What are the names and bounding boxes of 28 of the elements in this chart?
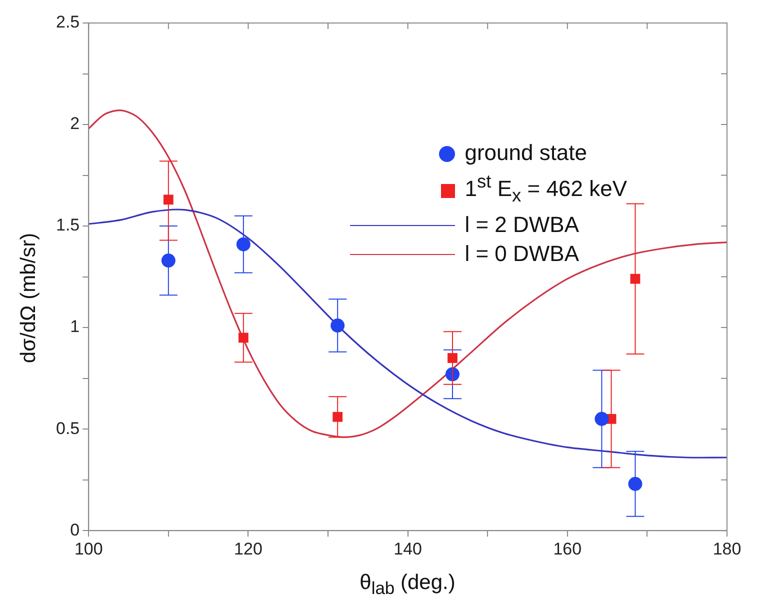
legend-label: ground state xyxy=(464,140,588,165)
point xyxy=(163,194,174,205)
line-series xyxy=(88,110,727,438)
point xyxy=(628,476,642,491)
y-tick-label: 0.5 xyxy=(56,418,80,438)
x-tick-label: 140 xyxy=(394,539,422,558)
legend-label: l = 0 DWBA xyxy=(464,240,580,266)
point xyxy=(332,412,343,422)
legend-label: 1$^{st}$ E$_{x}$ = 462 keV xyxy=(464,171,627,206)
y-tick-label: 2 xyxy=(70,114,80,134)
y-tick-label: 0 xyxy=(70,520,80,540)
point xyxy=(161,254,176,268)
point xyxy=(448,353,458,363)
x-tick-label: 100 xyxy=(74,539,103,558)
point xyxy=(330,318,345,333)
x-axis-title: θ$_{lab}$ (deg.) xyxy=(358,570,456,599)
legend-label: l = 2 DWBA xyxy=(464,212,580,237)
y-axis-title: dσ/dΩ (mb/sr) xyxy=(17,232,41,364)
x-tick-label: 160 xyxy=(553,539,582,558)
x-tick-label: 180 xyxy=(712,539,742,558)
y-tick-label: 1 xyxy=(70,317,80,336)
x-tick-label: 120 xyxy=(234,539,262,558)
line-series xyxy=(88,208,727,458)
y-tick-label: 1.5 xyxy=(56,216,80,235)
point xyxy=(446,367,460,382)
y-tick-label: 2.5 xyxy=(56,12,80,32)
point xyxy=(594,412,609,426)
point xyxy=(236,237,250,252)
